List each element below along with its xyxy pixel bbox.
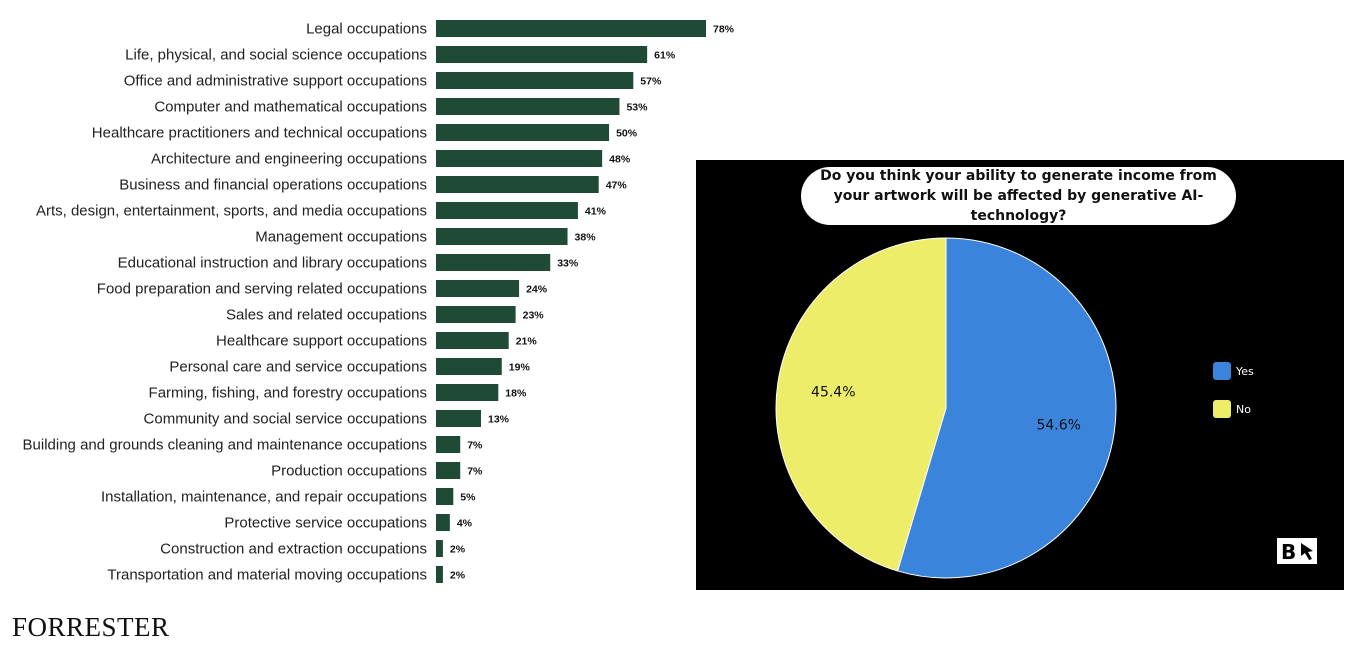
bar-category-label: Office and administrative support occupa… — [124, 73, 427, 90]
bar-value-label: 47% — [606, 180, 628, 192]
bar — [436, 150, 603, 167]
bar-value-label: 19% — [509, 362, 531, 374]
bar-category-label: Management occupations — [255, 229, 427, 246]
bar-value-label: 7% — [467, 440, 483, 452]
bar — [436, 384, 499, 401]
bar-category-label: Legal occupations — [306, 21, 427, 38]
bar-category-label: Installation, maintenance, and repair oc… — [101, 489, 427, 506]
bar-category-label: Healthcare support occupations — [216, 333, 427, 350]
bar-value-label: 2% — [450, 570, 466, 582]
occupation-bar-chart: Legal occupations 78% Life, physical, and … — [23, 20, 735, 584]
bar-value-label: 24% — [526, 284, 548, 296]
bar-category-label: Protective service occupations — [224, 515, 427, 532]
bar — [436, 98, 620, 115]
bar-value-label: 53% — [626, 102, 648, 114]
bar — [436, 566, 443, 583]
bar-category-label: Arts, design, entertainment, sports, and… — [36, 203, 427, 220]
bar — [436, 514, 450, 531]
pie-slice-yes — [896, 237, 1117, 579]
bar-chart-svg: Legal occupations 78% Life, physical, and … — [23, 20, 735, 584]
bar-category-label: Sales and related occupations — [226, 307, 427, 324]
pie-chart-svg: 54.6% 45.4% Yes No — [775, 237, 1254, 579]
income-pie-panel: 54.6% 45.4% Yes No Do you think your abilit… — [696, 160, 1344, 590]
pie-slice-label: 54.6% — [1036, 417, 1080, 433]
bar — [436, 202, 578, 219]
bar — [436, 124, 610, 141]
bar-value-label: 5% — [460, 492, 476, 504]
legend-label: No — [1236, 403, 1251, 416]
bar-value-label: 78% — [713, 24, 735, 36]
bar-value-label: 41% — [585, 206, 607, 218]
bar — [436, 20, 706, 37]
bar-value-label: 48% — [609, 154, 631, 166]
bar-category-label: Community and social service occupations — [144, 411, 427, 428]
source-brand: FORRESTER — [12, 612, 170, 642]
bar — [436, 358, 502, 375]
bar — [436, 332, 509, 349]
bar — [436, 540, 443, 557]
bar-value-label: 7% — [467, 466, 483, 478]
bar-category-label: Healthcare practitioners and technical o… — [92, 125, 427, 142]
bar-category-label: Farming, fishing, and forestry occupatio… — [149, 385, 427, 402]
brand-logo-icon: B — [1277, 538, 1317, 564]
bar — [436, 306, 516, 323]
bar-category-label: Building and grounds cleaning and mainte… — [23, 437, 427, 454]
cursor-arrow-icon — [1301, 543, 1313, 560]
bar-category-label: Construction and extraction occupations — [160, 541, 427, 558]
bar-category-label: Architecture and engineering occupations — [151, 151, 427, 168]
bar-value-label: 2% — [450, 544, 466, 556]
bar-category-label: Production occupations — [271, 463, 427, 480]
bar-value-label: 61% — [654, 50, 676, 62]
pie-question-title: Do you think your ability to generate in… — [801, 167, 1236, 225]
bar — [436, 254, 551, 271]
bar-value-label: 21% — [516, 336, 538, 348]
bar — [436, 280, 520, 297]
bar-category-label: Business and financial operations occupa… — [119, 177, 427, 194]
bar-value-label: 18% — [505, 388, 527, 400]
bar-category-label: Transportation and material moving occup… — [107, 567, 427, 584]
bar — [436, 436, 461, 453]
bar-value-label: 13% — [488, 414, 510, 426]
brand-logo-letter: B — [1281, 540, 1296, 564]
bar-value-label: 23% — [523, 310, 545, 322]
bar-category-label: Food preparation and serving related occ… — [97, 281, 427, 298]
legend-swatch — [1213, 400, 1231, 418]
bar-category-label: Personal care and service occupations — [169, 359, 427, 376]
bar-value-label: 57% — [640, 76, 662, 88]
bar — [436, 72, 634, 89]
bar — [436, 228, 568, 245]
bar-category-label: Educational instruction and library occu… — [118, 255, 427, 272]
bar-value-label: 33% — [557, 258, 579, 270]
legend-label: Yes — [1235, 365, 1254, 378]
bar-value-label: 38% — [575, 232, 597, 244]
bar-category-label: Computer and mathematical occupations — [154, 99, 427, 116]
bar — [436, 488, 454, 505]
bar — [436, 410, 481, 427]
pie-slice-label: 45.4% — [811, 385, 855, 401]
bar-value-label: 50% — [616, 128, 638, 140]
bar-category-label: Life, physical, and social science occup… — [125, 47, 427, 64]
bar-value-label: 4% — [457, 518, 473, 530]
pie-slice-no — [775, 237, 947, 572]
legend-swatch — [1213, 362, 1231, 380]
bar — [436, 462, 461, 479]
bar — [436, 176, 599, 193]
bar — [436, 46, 648, 63]
